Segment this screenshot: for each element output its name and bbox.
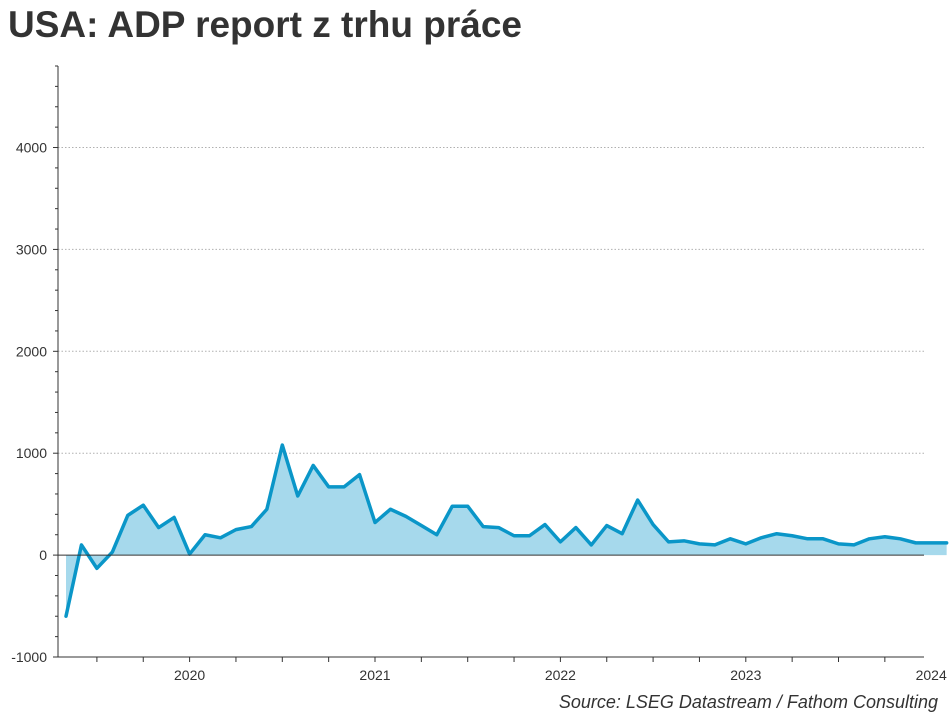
y-tick-label: 0 (39, 547, 47, 563)
y-tick-label: 3000 (16, 241, 47, 257)
tick-layer: -1000 0 1000 2000 3000 4000 2020 2021 2022 2023 20… (11, 65, 947, 683)
y-tick-label: -1000 (11, 649, 47, 665)
y-tick-label: 1000 (16, 445, 47, 461)
y-tick-label: 4000 (16, 140, 47, 156)
source-note: Source: LSEG Datastream / Fathom Consult… (558, 692, 938, 712)
series-line (64, 443, 949, 618)
axes (57, 66, 924, 658)
area-fill-layer (64, 443, 949, 618)
x-tick-label: 2023 (730, 667, 761, 683)
chart-title: USA: ADP report z trhu práce (8, 4, 522, 45)
y-tick-label: 2000 (16, 343, 47, 359)
x-tick-label: 2024 (916, 667, 947, 683)
x-tick-label: 2020 (174, 667, 205, 683)
x-tick-label: 2022 (545, 667, 576, 683)
grid-lines (58, 147, 924, 454)
area-fill (66, 445, 947, 617)
x-tick-label: 2021 (359, 667, 390, 683)
